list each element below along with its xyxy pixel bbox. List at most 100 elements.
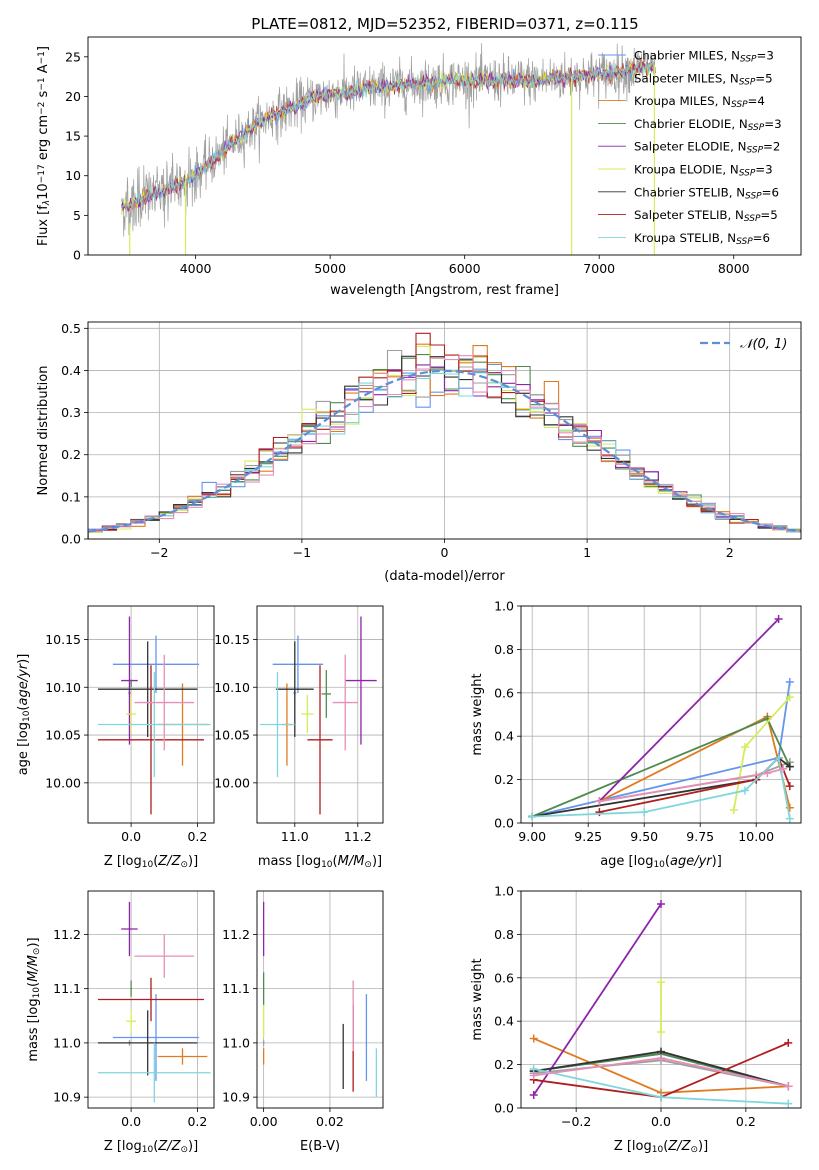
label-part: SSP: [739, 78, 756, 88]
label-part: Chabrier MILES, N: [634, 49, 740, 63]
x-tick-label: 2: [726, 545, 734, 560]
age-vs-mass-chart: 11.0 11.2 10.00 10.05 10.10 10.15 mass [log10(…: [214, 605, 384, 870]
label-part: Z/Z: [157, 854, 181, 869]
line-pink-marker: [779, 764, 788, 773]
line-salpeter-elodie: [598, 618, 780, 802]
label-part: 10: [321, 860, 333, 870]
errorbar-chabrier-elodie: [130, 980, 132, 997]
legend-gaussian-label: 𝒩(0, 1): [740, 337, 787, 352]
label-part: s: [36, 90, 51, 101]
x-axis-label: Z [log10(Z/Z⊙)]: [104, 1139, 198, 1155]
massweight-vs-age-chart: 9.00 9.25 9.50 9.75 10.00 0.0 0.2 0.4 0.6 0.8 1.0 a…: [470, 599, 802, 870]
label-part: =3: [755, 163, 772, 177]
line-kroupa-elodie-marker: [657, 978, 665, 987]
label-part: Z [log: [614, 1139, 652, 1154]
line-chabrier-miles-marker: [785, 677, 794, 686]
y-tick-label: 0.0: [494, 1101, 514, 1116]
gaussian-curve: [88, 369, 801, 533]
x-tick-label: 9.75: [686, 829, 714, 844]
label-part: )]: [712, 854, 722, 869]
label-part: SSP: [748, 123, 765, 133]
label-part: 10: [653, 860, 665, 870]
y-tick-label: 20: [65, 89, 81, 104]
axes-frame: [87, 605, 215, 824]
label-part: ]: [36, 46, 51, 51]
y-tick-label: 11.0: [222, 1035, 250, 1050]
label-part: =3: [764, 117, 781, 131]
label-part: SSP: [740, 55, 757, 65]
y-tick-label: 0.6: [494, 970, 514, 985]
label-part: mass [log: [26, 998, 41, 1061]
line-pink-marker: [763, 769, 772, 778]
y-tick-label: 1.0: [494, 884, 514, 899]
x-tick-label: 0.2: [187, 1114, 207, 1129]
y-tick-label: 10.05: [45, 728, 81, 743]
label-part: age/yr: [670, 854, 713, 869]
x-tick-label: −1: [293, 545, 311, 560]
label-part: ⊙: [690, 1145, 698, 1155]
errorbar-pink: [332, 654, 358, 751]
x-axis-label: mass [log10(M/M⊙)]: [258, 854, 382, 870]
errorbar-kroupa-elodie: [126, 1010, 137, 1033]
label-part: mass [log: [258, 854, 321, 869]
y-tick-label: 0.5: [61, 321, 81, 336]
y-tick-label: 10.15: [214, 632, 250, 647]
x-tick-label: 9.25: [574, 829, 602, 844]
spectrum-model-kroupa-elodie: [121, 62, 653, 216]
y-tick-label: 11.1: [53, 981, 81, 996]
label-part: )]: [698, 1139, 708, 1154]
label-part: SSP: [745, 192, 762, 202]
label-part: −2: [37, 102, 47, 115]
label-part: =2: [763, 140, 780, 154]
label-part: )]: [188, 1139, 198, 1154]
label-part: Salpeter STELIB, N: [634, 208, 744, 222]
line-kroupa-stelib-marker: [784, 1099, 793, 1108]
x-tick-label: 11.2: [344, 829, 372, 844]
label-part: )]: [26, 937, 41, 947]
label-part: M/M: [26, 955, 41, 982]
line-chabrier-stelib-marker: [785, 762, 794, 771]
x-axis-label: E(B-V): [300, 1139, 340, 1154]
errorbar-kroupa-stelib: [260, 671, 295, 778]
y-axis-label: Flux [fλ10−17 erg cm−2 s−1 A−1]: [36, 46, 52, 246]
line-kroupa-stelib-marker: [640, 808, 649, 817]
label-part: (: [153, 854, 158, 869]
y-tick-label: 10.10: [214, 680, 250, 695]
label-part: Kroupa MILES, N: [634, 94, 731, 108]
line-salpeter-miles: [599, 761, 791, 803]
y-tick-label: 10.00: [45, 775, 81, 790]
label-part: ⊙: [32, 948, 42, 956]
x-axis-label: wavelength [Angstrom, rest frame]: [330, 283, 559, 298]
label-part: =5: [760, 208, 777, 222]
x-tick-label: 9.00: [518, 829, 546, 844]
y-tick-label: 0.4: [494, 729, 514, 744]
axes-frame: [87, 36, 802, 256]
legend-label-chabrier-miles: Chabrier MILES, NSSP=3: [634, 49, 774, 65]
line-chabrier-elodie: [531, 717, 791, 818]
label-part: (: [333, 854, 338, 869]
line-kroupa-stelib-marker: [774, 753, 783, 762]
label-part: erg cm: [36, 115, 51, 164]
label-part: (: [26, 982, 41, 987]
y-tick-label: 10.15: [45, 632, 81, 647]
label-part: )]: [16, 654, 31, 664]
mass-vs-z-chart: 0.0 0.210.911.011.111.2Z [log10(Z/Z⊙)]mas…: [26, 890, 215, 1155]
x-tick-label: 10.00: [738, 829, 774, 844]
errorbar-pink: [134, 934, 195, 978]
y-tick-label: 0.4: [61, 363, 81, 378]
label-part: Salpeter MILES, N: [634, 71, 739, 85]
y-axis-label: mass weight: [470, 958, 485, 1040]
errorbar-chabrier-miles: [112, 635, 200, 693]
errorbar-salpeter-elodie: [121, 901, 138, 957]
figure-title: PLATE=0812, MJD=52352, FIBERID=0371, z=0…: [251, 15, 638, 33]
errorbar-salpeter-stelib: [307, 665, 333, 815]
label-part: Flux [f: [36, 205, 51, 246]
label-part: ⊙: [180, 1145, 188, 1155]
label-part: Chabrier STELIB, N: [634, 185, 745, 199]
errorbar-chabrier-miles: [272, 635, 324, 693]
label-part: (: [665, 854, 670, 869]
residuals-chart: −2 −1 0 1 2 0.0 0.1 0.2 0.3 0.4 0.5 𝒩(0, 1) (data-mo…: [36, 321, 802, 584]
label-part: A: [36, 64, 51, 77]
label-part: =6: [753, 231, 770, 245]
